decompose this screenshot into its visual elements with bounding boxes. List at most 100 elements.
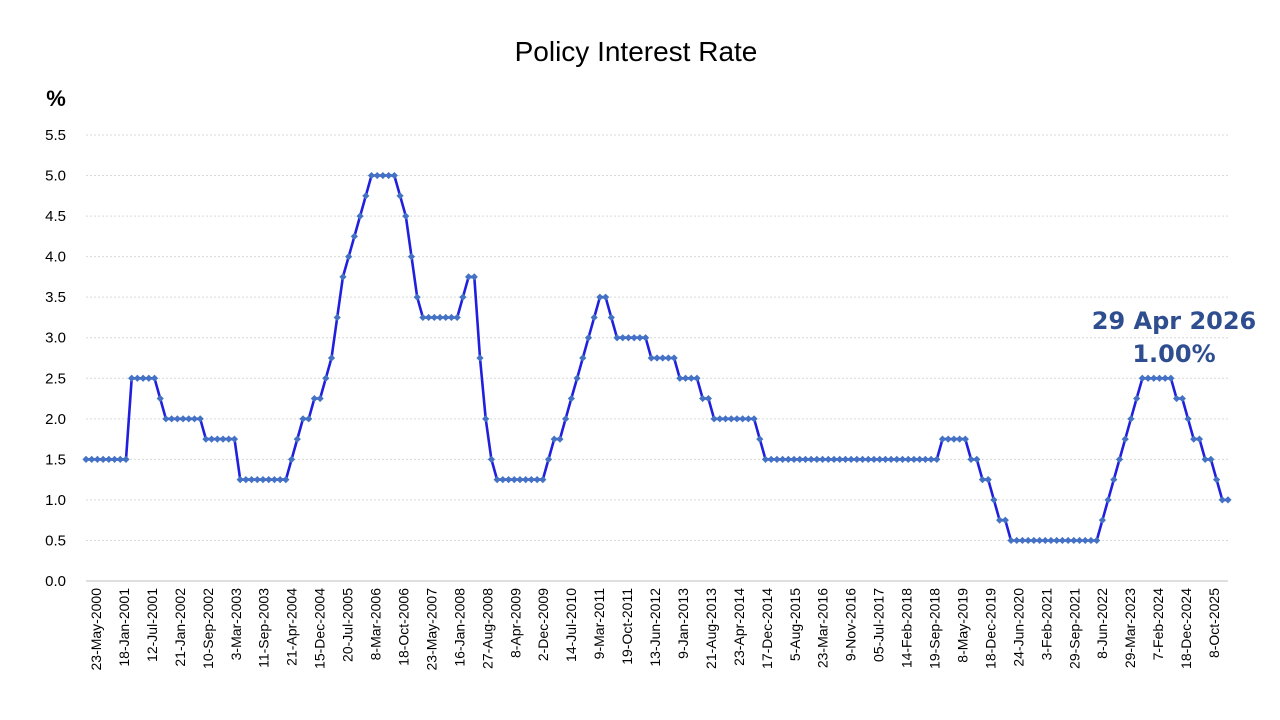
data-point [82,455,90,463]
y-tick-label: 3.5 [45,289,66,306]
x-tick-label: 3-Mar-2003 [228,588,244,661]
data-point [584,334,593,342]
y-tick-label: 0.0 [45,573,66,590]
x-tick-label: 29-Mar-2023 [1122,588,1138,668]
data-point [287,455,296,463]
data-point [88,455,96,463]
data-point [128,374,136,382]
x-tick-label: 14-Feb-2018 [899,588,915,668]
data-point [1184,415,1192,423]
data-point [1098,516,1106,524]
data-point [276,476,284,484]
data-point [853,455,861,463]
data-point [173,415,181,423]
data-point [613,334,621,342]
data-point [242,476,250,484]
y-axis-ticks: 0.0 0.5 1.0 1.5 2.0 2.5 3.0 3.5 4.0 4.5 5.0 5.5 [45,127,66,590]
x-tick-label: 23-Apr-2014 [731,588,747,666]
data-point [150,374,159,382]
data-point [818,455,827,463]
x-tick-label: 8-May-2019 [954,588,970,663]
data-point [790,455,798,463]
y-tick-label: 5.5 [45,127,66,144]
data-point [327,354,336,362]
annotation-rate: 1.00% [1132,340,1215,368]
data-point [539,476,547,484]
x-axis-ticks: 23-May-2000 18-Jan-2001 12-Jul-2001 21-Jan-… [88,588,1222,671]
x-tick-label: 18-Oct-2006 [395,588,411,666]
data-point [270,476,279,484]
x-tick-label: 23-May-2000 [88,588,104,671]
data-point [596,293,604,301]
data-point [784,455,792,463]
x-tick-label: 18-Jan-2001 [116,588,132,667]
data-point [1138,374,1146,382]
data-point [1001,516,1009,524]
data-point [1212,476,1221,484]
data-point [573,374,581,382]
data-point [636,334,644,342]
x-tick-label: 15-Dec-2004 [312,588,328,669]
x-tick-label: 9-Jan-2013 [675,588,691,659]
data-point [1121,435,1129,443]
data-point [310,394,318,403]
x-tick-label: 27-Aug-2008 [479,588,495,669]
data-point [916,455,924,463]
x-tick-label: 20-Jul-2005 [340,588,356,662]
x-tick-label: 18-Dec-2019 [982,588,998,669]
data-point [1047,536,1055,545]
data-point [1104,496,1112,504]
x-tick-label: 8-Oct-2025 [1206,588,1222,658]
data-point [710,415,718,423]
data-point [116,455,124,463]
data-point [139,374,147,382]
data-point [664,354,673,362]
data-point [893,455,901,463]
data-point [516,476,524,484]
data-point [670,354,678,362]
data-point [1173,394,1181,403]
data-point [299,415,307,423]
data-point [973,455,981,463]
data-point-markers [82,171,1232,545]
data-point [1075,536,1084,545]
data-point [407,253,416,261]
data-point [259,476,267,484]
data-point [984,476,992,484]
data-point [282,476,290,484]
data-point [293,435,301,443]
y-tick-label: 2.5 [45,370,66,387]
data-point [693,374,701,382]
x-tick-label: 19-Sep-2018 [927,588,943,669]
data-point [219,435,227,443]
data-point [590,313,598,322]
data-point [1155,374,1164,382]
data-point [208,435,216,443]
data-point [756,435,764,443]
data-point [721,415,730,423]
data-point [265,476,273,484]
data-point [1093,536,1101,545]
data-point [402,212,410,220]
data-point [179,415,187,423]
y-tick-label: 1.5 [45,451,66,468]
data-point [990,496,998,504]
data-point [436,313,444,322]
data-point [904,455,912,463]
x-tick-label: 13-Jun-2012 [647,588,663,667]
data-point [944,435,952,443]
data-point [961,435,969,443]
data-point [647,354,655,362]
data-point [1030,536,1038,545]
data-point [733,415,741,423]
data-point [602,293,610,301]
data-point [653,354,661,362]
x-tick-label: 9-Mar-2011 [591,588,607,660]
x-tick-label: 21-Jan-2002 [172,588,188,667]
data-point [322,374,330,382]
data-point [830,455,838,463]
data-point [567,394,575,403]
y-tick-label: 4.5 [45,208,66,225]
data-point [430,313,438,322]
